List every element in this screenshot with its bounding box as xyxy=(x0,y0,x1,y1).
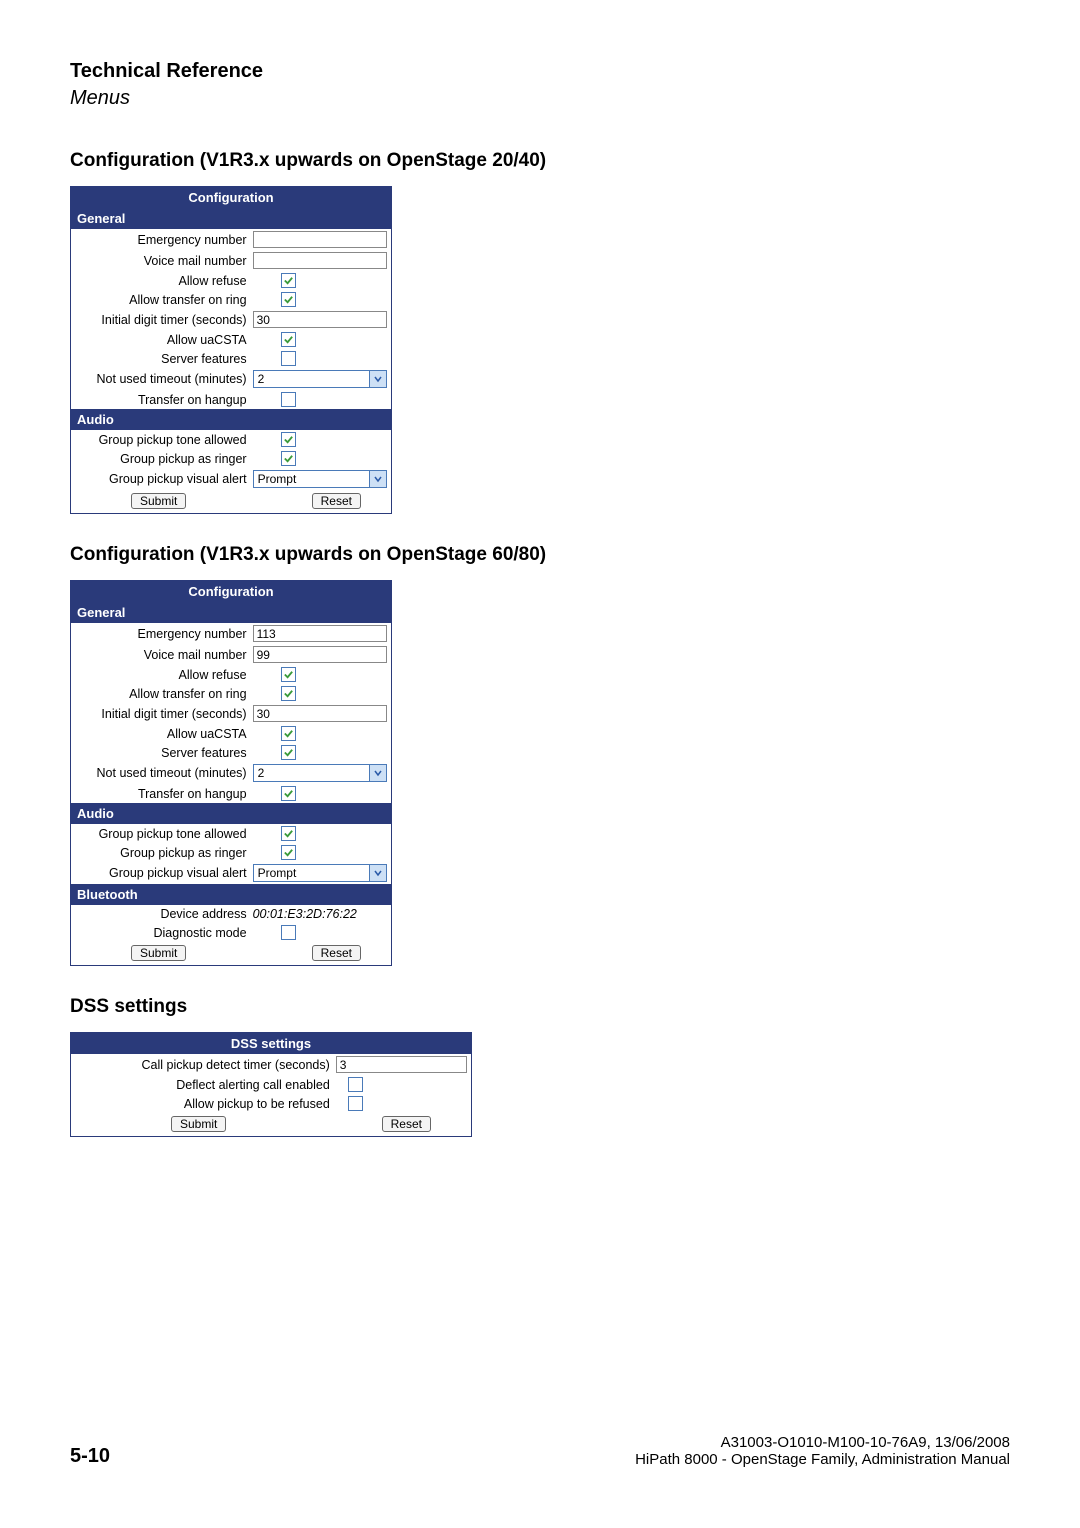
diagnostic-mode-label: Diagnostic mode xyxy=(75,926,253,940)
device-address-value: 00:01:E3:2D:76:22 xyxy=(253,907,357,921)
group-tone-label: Group pickup tone allowed xyxy=(75,433,253,447)
server-features-label: Server features xyxy=(75,746,253,760)
group-visual-select[interactable]: Prompt xyxy=(253,864,387,882)
allow-transfer-checkbox[interactable] xyxy=(281,292,296,307)
allow-refuse-checkbox[interactable] xyxy=(281,667,296,682)
voicemail-input[interactable] xyxy=(253,646,387,663)
allow-refuse-checkbox[interactable] xyxy=(281,273,296,288)
submit-button[interactable]: Submit xyxy=(171,1116,226,1132)
section1-heading: Configuration (V1R3.x upwards on OpenSta… xyxy=(70,150,1010,172)
group-ringer-label: Group pickup as ringer xyxy=(75,846,253,860)
reset-button[interactable]: Reset xyxy=(312,945,361,961)
transfer-hangup-label: Transfer on hangup xyxy=(75,787,253,801)
allow-transfer-label: Allow transfer on ring xyxy=(75,293,253,307)
submit-button[interactable]: Submit xyxy=(131,945,186,961)
allow-refuse-label: Allow refuse xyxy=(75,274,253,288)
group-visual-select[interactable]: Prompt xyxy=(253,470,387,488)
allow-pickup-refused-label: Allow pickup to be refused xyxy=(75,1097,336,1111)
server-features-checkbox[interactable] xyxy=(281,745,296,760)
digit-timer-label: Initial digit timer (seconds) xyxy=(75,313,253,327)
page-number: 5-10 xyxy=(70,1445,110,1468)
doc-title: Technical Reference xyxy=(70,60,1010,83)
select-value: Prompt xyxy=(258,472,297,486)
doc-id: A31003-O1010-M100-10-76A9, 13/06/2008 xyxy=(635,1434,1010,1451)
doc-subtitle: Menus xyxy=(70,87,1010,110)
server-features-label: Server features xyxy=(75,352,253,366)
diagnostic-mode-checkbox[interactable] xyxy=(281,925,296,940)
not-used-timeout-label: Not used timeout (minutes) xyxy=(75,766,253,780)
emergency-label: Emergency number xyxy=(75,627,253,641)
voicemail-input[interactable] xyxy=(253,252,387,269)
allow-transfer-label: Allow transfer on ring xyxy=(75,687,253,701)
group-tone-checkbox[interactable] xyxy=(281,432,296,447)
allow-pickup-refused-checkbox[interactable] xyxy=(348,1096,363,1111)
not-used-timeout-select[interactable]: 2 xyxy=(253,370,387,388)
allow-transfer-checkbox[interactable] xyxy=(281,686,296,701)
allow-uacsta-checkbox[interactable] xyxy=(281,332,296,347)
group-tone-label: Group pickup tone allowed xyxy=(75,827,253,841)
config-panel-6080: Configuration General Emergency number V… xyxy=(70,580,392,966)
chevron-down-icon xyxy=(369,471,386,487)
deflect-alerting-label: Deflect alerting call enabled xyxy=(75,1078,336,1092)
doc-name: HiPath 8000 - OpenStage Family, Administ… xyxy=(635,1451,1010,1468)
voicemail-label: Voice mail number xyxy=(75,648,253,662)
dss-panel: DSS settings Call pickup detect timer (s… xyxy=(70,1032,472,1137)
bluetooth-section-header: Bluetooth xyxy=(71,884,391,905)
group-ringer-checkbox[interactable] xyxy=(281,845,296,860)
select-value: 2 xyxy=(258,766,265,780)
allow-uacsta-label: Allow uaCSTA xyxy=(75,727,253,741)
panel-title: Configuration xyxy=(71,581,391,602)
audio-section-header: Audio xyxy=(71,803,391,824)
group-visual-label: Group pickup visual alert xyxy=(75,866,253,880)
submit-button[interactable]: Submit xyxy=(131,493,186,509)
digit-timer-input[interactable] xyxy=(253,705,387,722)
reset-button[interactable]: Reset xyxy=(312,493,361,509)
digit-timer-input[interactable] xyxy=(253,311,387,328)
group-ringer-checkbox[interactable] xyxy=(281,451,296,466)
allow-refuse-label: Allow refuse xyxy=(75,668,253,682)
not-used-timeout-select[interactable]: 2 xyxy=(253,764,387,782)
digit-timer-label: Initial digit timer (seconds) xyxy=(75,707,253,721)
transfer-hangup-checkbox[interactable] xyxy=(281,786,296,801)
voicemail-label: Voice mail number xyxy=(75,254,253,268)
panel-title: Configuration xyxy=(71,187,391,208)
group-visual-label: Group pickup visual alert xyxy=(75,472,253,486)
config-panel-2040: Configuration General Emergency number V… xyxy=(70,186,392,514)
section3-heading: DSS settings xyxy=(70,996,1010,1018)
call-pickup-timer-input[interactable] xyxy=(336,1056,467,1073)
call-pickup-timer-label: Call pickup detect timer (seconds) xyxy=(75,1058,336,1072)
group-tone-checkbox[interactable] xyxy=(281,826,296,841)
device-address-label: Device address xyxy=(75,907,253,921)
not-used-timeout-label: Not used timeout (minutes) xyxy=(75,372,253,386)
chevron-down-icon xyxy=(369,765,386,781)
chevron-down-icon xyxy=(369,371,386,387)
reset-button[interactable]: Reset xyxy=(382,1116,431,1132)
page: Technical Reference Menus Configuration … xyxy=(0,0,1080,1528)
emergency-input[interactable] xyxy=(253,625,387,642)
group-ringer-label: Group pickup as ringer xyxy=(75,452,253,466)
transfer-hangup-checkbox[interactable] xyxy=(281,392,296,407)
select-value: 2 xyxy=(258,372,265,386)
chevron-down-icon xyxy=(369,865,386,881)
transfer-hangup-label: Transfer on hangup xyxy=(75,393,253,407)
select-value: Prompt xyxy=(258,866,297,880)
allow-uacsta-checkbox[interactable] xyxy=(281,726,296,741)
audio-section-header: Audio xyxy=(71,409,391,430)
emergency-input[interactable] xyxy=(253,231,387,248)
general-section-header: General xyxy=(71,602,391,623)
section2-heading: Configuration (V1R3.x upwards on OpenSta… xyxy=(70,544,1010,566)
deflect-alerting-checkbox[interactable] xyxy=(348,1077,363,1092)
panel-title: DSS settings xyxy=(71,1033,471,1054)
general-section-header: General xyxy=(71,208,391,229)
page-footer: 5-10 A31003-O1010-M100-10-76A9, 13/06/20… xyxy=(70,1434,1010,1468)
emergency-label: Emergency number xyxy=(75,233,253,247)
server-features-checkbox[interactable] xyxy=(281,351,296,366)
allow-uacsta-label: Allow uaCSTA xyxy=(75,333,253,347)
